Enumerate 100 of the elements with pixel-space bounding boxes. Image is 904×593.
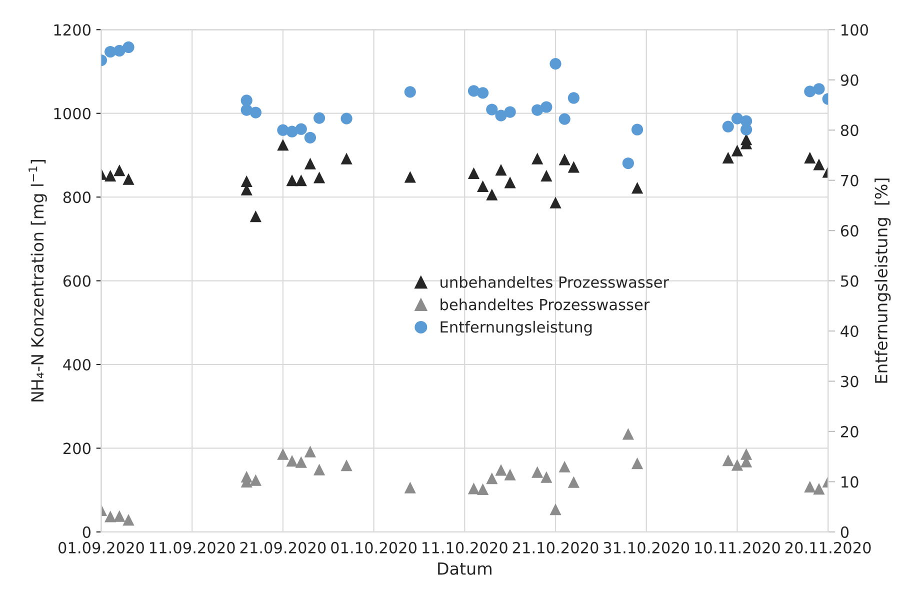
point	[313, 112, 326, 124]
point	[495, 164, 507, 176]
point	[495, 464, 507, 476]
y2-tick-label: 20	[840, 426, 858, 438]
y2-tick-label: 100	[842, 24, 868, 36]
x-tick-label: 20.11.2020	[785, 542, 871, 554]
point	[122, 514, 134, 526]
point	[740, 124, 752, 136]
point	[622, 428, 634, 440]
point	[313, 172, 326, 184]
point	[477, 483, 489, 496]
point	[813, 83, 825, 95]
point	[304, 446, 316, 458]
point	[540, 170, 552, 182]
point	[550, 504, 562, 516]
y2-tick-label: 80	[840, 124, 858, 136]
point	[313, 464, 326, 476]
point	[277, 448, 289, 460]
legend-label: behandeltes Prozesswasser	[440, 298, 650, 310]
x-tick-label: 10.11.2020	[695, 542, 780, 554]
point	[404, 171, 416, 183]
point	[486, 104, 498, 116]
x-tick-label: 21.09.2020	[240, 542, 326, 554]
y2-tick-label: 40	[840, 325, 858, 338]
y-tick-label: 0	[82, 526, 91, 538]
point	[504, 468, 516, 480]
point	[477, 87, 489, 99]
point	[404, 86, 416, 98]
point	[122, 173, 134, 185]
point	[295, 456, 307, 468]
point	[477, 180, 489, 192]
point	[340, 112, 352, 124]
y2-tick-label: 10	[842, 476, 858, 488]
y-axis-title: NH₄-N Konzentration [mg l$^{−1}$]	[28, 160, 47, 402]
point	[250, 210, 262, 222]
point	[495, 110, 507, 122]
point	[486, 188, 498, 200]
point	[631, 124, 644, 136]
y2-axis-title: Entfernungsleistung [%]	[874, 178, 891, 383]
x-tick-label: 21.10.2020	[512, 542, 598, 554]
point	[295, 174, 307, 186]
point	[722, 454, 734, 466]
y-tick-label: 1200	[54, 24, 91, 36]
x-tick-label: 01.10.2020	[331, 542, 417, 554]
point	[558, 113, 570, 125]
point	[340, 152, 352, 164]
point	[404, 482, 416, 494]
point	[486, 472, 498, 484]
point	[550, 196, 562, 208]
point	[568, 161, 580, 173]
y2-tick-label: 30	[841, 376, 858, 388]
point	[804, 152, 816, 164]
point	[304, 158, 316, 170]
point	[813, 158, 825, 170]
point	[468, 167, 480, 180]
point	[731, 459, 744, 471]
point	[114, 44, 126, 57]
point	[731, 144, 744, 156]
point	[532, 152, 544, 164]
y2-tick-label: 90	[840, 74, 858, 86]
point	[122, 41, 134, 54]
point	[340, 460, 352, 472]
point	[240, 175, 252, 187]
point	[250, 106, 262, 118]
y-tick-label: 200	[63, 442, 91, 454]
point	[722, 152, 734, 164]
point	[277, 138, 289, 151]
y2-tick-label: 0	[840, 526, 849, 538]
point	[568, 476, 580, 488]
point	[813, 483, 825, 495]
legend-label: Entfernungsleistung	[440, 320, 592, 336]
point	[631, 457, 644, 470]
y-tick-label: 400	[63, 358, 91, 371]
point	[468, 482, 480, 494]
point	[558, 154, 570, 166]
point	[558, 460, 570, 472]
point	[540, 101, 552, 113]
legend-label: unbehandeltes Prozesswasser	[440, 276, 670, 288]
y-tick-label: 1000	[54, 108, 91, 120]
x-axis-title: Datum	[438, 562, 492, 575]
y2-tick-label: 70	[841, 174, 858, 186]
y2-tick-label: 60	[840, 225, 858, 237]
point	[622, 157, 634, 170]
x-tick-label: 11.09.2020	[150, 542, 235, 554]
y-tick-label: 800	[63, 192, 91, 204]
point	[504, 176, 516, 188]
point	[550, 58, 562, 70]
point	[114, 164, 126, 176]
point	[722, 120, 734, 132]
x-tick-label: 01.09.2020	[58, 542, 144, 554]
point	[114, 510, 126, 522]
point	[286, 174, 298, 186]
y2-tick-label: 50	[841, 275, 858, 287]
point	[304, 132, 316, 144]
point	[504, 106, 516, 118]
point	[804, 480, 816, 493]
point	[568, 92, 580, 104]
x-tick-label: 11.10.2020	[422, 542, 508, 554]
x-tick-label: 31.10.2020	[604, 542, 690, 554]
point	[286, 454, 298, 467]
